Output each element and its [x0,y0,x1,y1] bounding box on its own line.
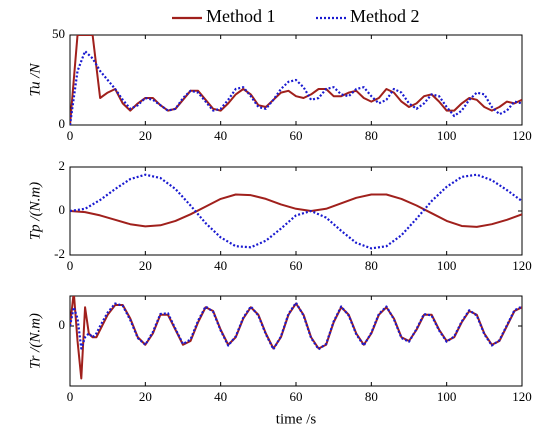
x-axis-label: time /s [276,411,317,427]
x-tick-label: 100 [437,128,457,143]
x-tick-label: 40 [214,258,227,273]
x-tick-label: 80 [365,258,378,273]
x-tick-label: 100 [437,258,457,273]
series-line [70,301,522,351]
y-tick-label: 2 [59,158,66,173]
plot-frame [69,295,523,387]
series-line [70,35,522,125]
x-tick-label: 100 [437,389,457,404]
x-tick-label: 60 [290,389,303,404]
x-tick-label: 0 [67,389,74,404]
series-line [70,193,522,228]
x-tick-label: 120 [512,128,532,143]
y-axis-label: Tr /(N.m) [27,313,43,369]
y-tick-label: -2 [54,246,65,261]
x-tick-label: 120 [512,389,532,404]
x-tick-label: 80 [365,128,378,143]
x-tick-label: 40 [214,389,227,404]
legend-label: Method 2 [350,6,420,26]
y-tick-label: 0 [59,116,66,131]
x-tick-label: 40 [214,128,227,143]
x-tick-label: 60 [290,258,303,273]
x-tick-label: 80 [365,389,378,404]
series-line [70,173,522,250]
series-line [70,50,522,125]
y-tick-label: 0 [59,317,66,332]
x-tick-label: 20 [139,258,152,273]
x-tick-label: 20 [139,128,152,143]
y-tick-label: 0 [59,202,66,217]
legend-label: Method 1 [206,6,276,26]
x-tick-label: 120 [512,258,532,273]
x-tick-label: 20 [139,389,152,404]
x-tick-label: 0 [67,128,74,143]
x-tick-label: 60 [290,128,303,143]
y-axis-label: Tp /(N.m) [27,182,43,240]
y-axis-label: Tu /N [27,63,43,97]
y-tick-label: 50 [52,26,65,41]
plot-frame [69,166,523,256]
x-tick-label: 0 [67,258,74,273]
